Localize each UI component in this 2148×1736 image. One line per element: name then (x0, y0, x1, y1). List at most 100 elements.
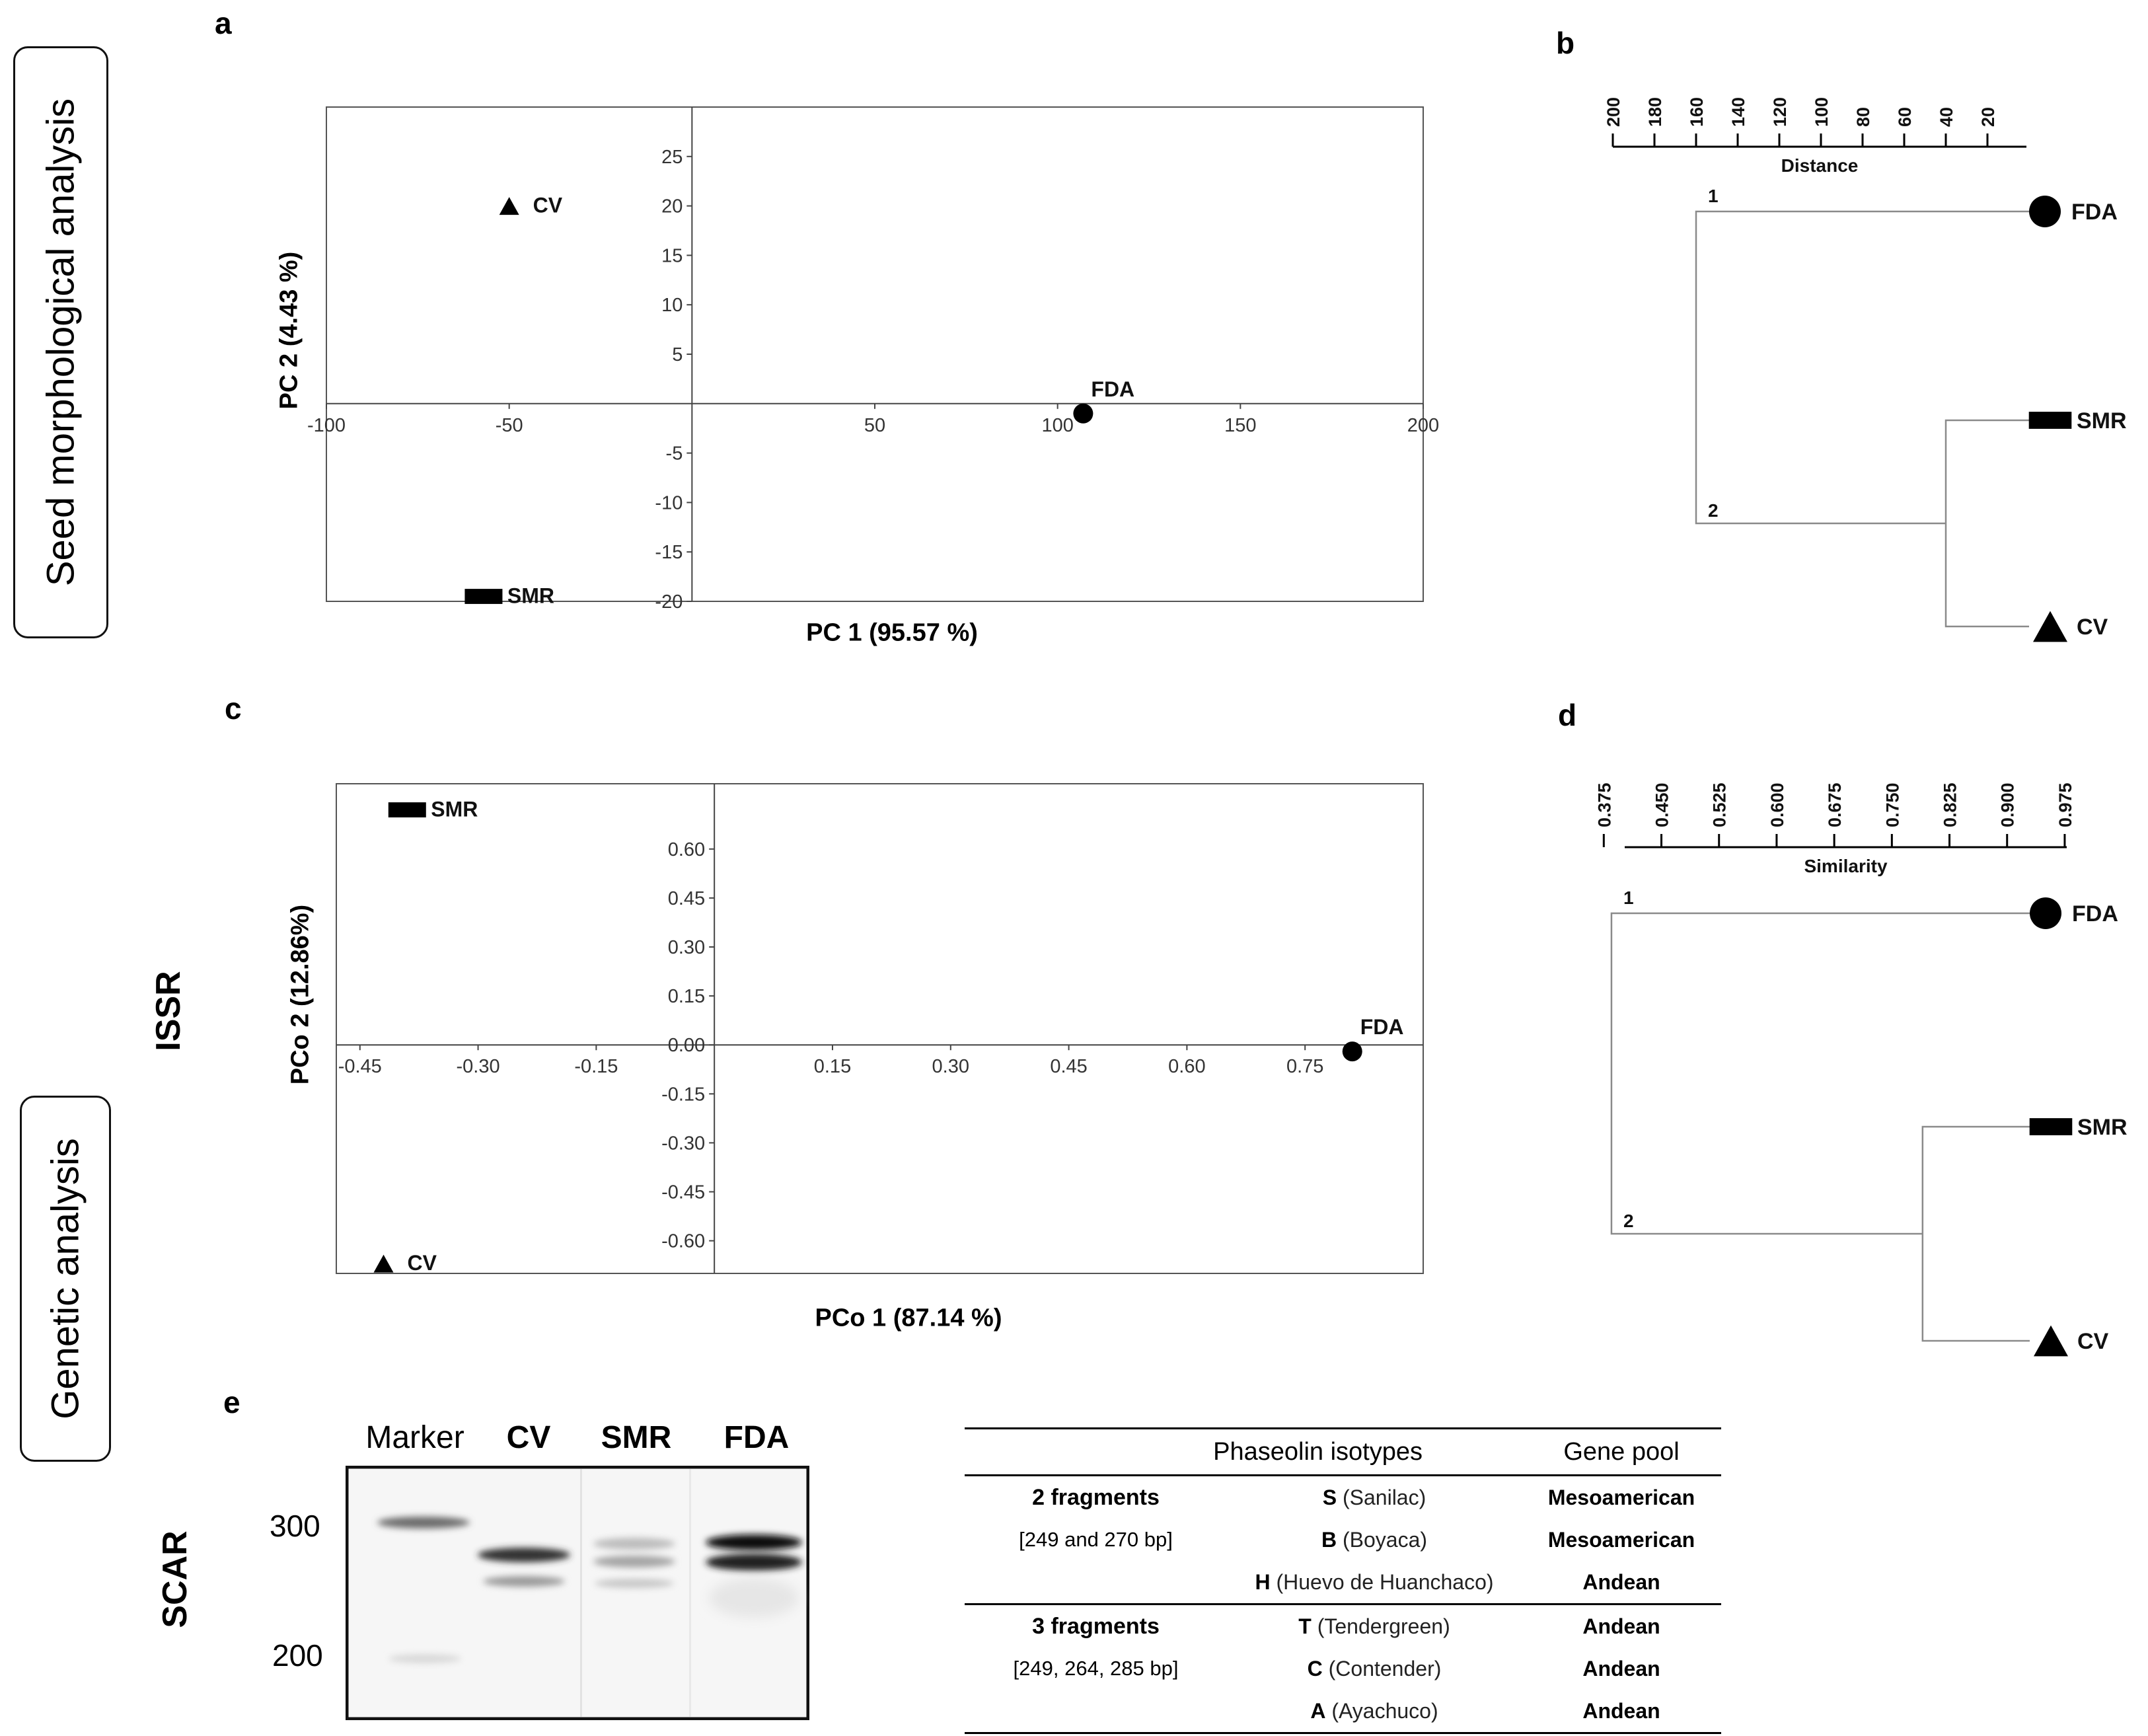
isotype-code: B (1321, 1527, 1337, 1552)
panel-letter-a: a (215, 6, 232, 40)
fragments-count: 2 fragments (1032, 1484, 1160, 1510)
panel-a-x-tick-label: 150 (1224, 415, 1256, 436)
isotype-cell: C (Contender) (1227, 1647, 1522, 1690)
panel-d-axis-tick-label: 0.450 (1652, 782, 1672, 827)
panel-d-leaf-marker-smr (2029, 1118, 2073, 1135)
panel-b-cluster-label-2: 2 (1708, 500, 1719, 521)
gel-size-200: 200 (272, 1638, 323, 1673)
panel-letter-e: e (223, 1385, 241, 1419)
panel-c-x-tick-label: 0.30 (932, 1056, 969, 1077)
panel-b-leaf-label-smr: SMR (2077, 408, 2127, 434)
panel-d-cluster-label-1: 1 (1623, 887, 1634, 908)
panel-c-y-tick-label: -0.30 (661, 1133, 705, 1154)
gene-pool: Andean (1582, 1656, 1660, 1680)
panel-d-leaf-marker-fda (2030, 897, 2061, 929)
isotype-name: (Ayachuco) (1331, 1698, 1438, 1723)
panel-a-x-tick-label: -100 (307, 415, 346, 436)
panel-c-point-label-smr: SMR (431, 798, 478, 821)
gene-pool: Mesoamerican (1547, 1485, 1695, 1509)
panel-c-point-smr (388, 802, 426, 817)
panel-a-point-cv (499, 197, 519, 215)
panel-a-x-tick-label: -50 (496, 415, 523, 436)
isotype-code: H (1255, 1569, 1271, 1594)
panel-b-leaf-label-cv: CV (2077, 615, 2108, 640)
panel-b-cluster-label-1: 1 (1708, 186, 1719, 206)
panel-a-x-tick-label: 50 (864, 415, 885, 436)
isotype-name: (Contender) (1328, 1656, 1442, 1680)
panel-d-branch-root (1610, 912, 2030, 1235)
isotype-name: (Huevo de Huanchaco) (1276, 1569, 1494, 1594)
gene-pool: Andean (1522, 1603, 1721, 1647)
panel-c-x-tick-label: 0.75 (1286, 1056, 1323, 1077)
panel-d-leaf-label-cv: CV (2077, 1329, 2109, 1354)
panel-c-y-tick-label: 0.45 (668, 888, 705, 909)
panel-a-x-tick-label: 100 (1041, 415, 1073, 436)
panel-a-y-tick-label: 15 (661, 245, 683, 266)
panel-d-axis-tick-label: 0.900 (1998, 782, 2018, 827)
isotype-cell: H (Huevo de Huanchaco) (1227, 1561, 1522, 1604)
table-row: [249, 264, 285 bp] C (Contender) Andean (965, 1647, 1721, 1690)
isotype-name: (Tendergreen) (1317, 1614, 1450, 1638)
gel-band-smr-2 (593, 1556, 675, 1567)
gel-marker-label: Marker (365, 1420, 464, 1455)
gel-band-cv-1 (478, 1548, 570, 1562)
isotype-cell: S (Sanilac) (1227, 1476, 1522, 1519)
panel-d-axis-tick-label: 0.675 (1825, 782, 1845, 827)
gel-lane-label-smr: SMR (601, 1420, 672, 1455)
panel-d-axis-tick-label: 0.375 (1594, 782, 1614, 827)
panel-c-point-fda (1342, 1041, 1362, 1062)
panel-d-axis-tick-label: 0.975 (2055, 782, 2075, 827)
isotype-code: A (1310, 1698, 1326, 1723)
panel-d-axis-tick-label: 0.750 (1882, 782, 1902, 827)
panel-a-point-fda (1073, 403, 1093, 424)
panel-c-xlabel: PCo 1 (87.14 %) (815, 1304, 1002, 1332)
panel-a-y-tick-label: -20 (655, 591, 683, 613)
panel-c-y-tick-label: 0.15 (668, 986, 705, 1007)
panel-c-y-tick-label: 0.60 (668, 839, 705, 860)
panel-letter-b: b (1556, 26, 1575, 60)
panel-a-frame (326, 106, 1424, 602)
panel-b-axis-tick-label: 180 (1645, 97, 1665, 127)
isotype-code: S (1322, 1485, 1337, 1509)
panel-b-axis-tick-label: 80 (1853, 107, 1873, 127)
panel-b-axis-tick-label: 200 (1604, 97, 1623, 127)
panel-a-point-label-cv: CV (533, 194, 563, 217)
panel-c-x-tick-label: -0.15 (574, 1056, 618, 1077)
panel-b-leaf-marker-cv (2033, 611, 2067, 642)
gel-image (346, 1466, 809, 1720)
gel-size-300: 300 (270, 1509, 320, 1543)
panel-d-axis-tick-label: 0.825 (1941, 782, 1960, 827)
header-gene-pool: Gene pool (1522, 1427, 1721, 1476)
panel-c-point-label-fda: FDA (1360, 1015, 1404, 1039)
gene-pool: Andean (1522, 1690, 1721, 1734)
panel-d-axis-tick-label: 0.600 (1767, 782, 1787, 827)
panel-c-x-tick-label: 0.45 (1050, 1056, 1087, 1077)
gel-band-fda-2 (706, 1554, 802, 1571)
gene-pool: Mesoamerican (1547, 1527, 1695, 1552)
panel-d-axis-title: Similarity (1804, 856, 1887, 876)
panel-b-axis-tick-label: 160 (1687, 97, 1707, 127)
panel-b-leaf-marker-fda (2029, 196, 2061, 227)
section-genetic: Genetic analysis (20, 1096, 111, 1462)
panel-b-leaf-marker-smr (2028, 412, 2072, 429)
panel-c-point-label-cv: CV (408, 1251, 437, 1275)
isotype-cell: A (Ayachuco) (1227, 1690, 1522, 1734)
isotype-name: (Boyaca) (1342, 1527, 1428, 1552)
panel-b-branch-root (1695, 210, 2029, 525)
panel-b-axis-tick-label: 20 (1978, 107, 1998, 127)
panel-a-point-smr (464, 589, 503, 604)
panel-c-y-tick-label: 0.00 (668, 1035, 705, 1056)
gel-band-marker-300 (377, 1517, 470, 1528)
fragments-count: 3 fragments (965, 1603, 1227, 1647)
fragment-sizes: [249 and 270 bp] (1019, 1528, 1173, 1551)
table-row: 3 fragments T (Tendergreen) Andean (965, 1603, 1721, 1647)
table-row: [249 and 270 bp] B (Boyaca) Mesoamerican (965, 1519, 1721, 1561)
table-header-row: Phaseolin isotypes Gene pool (965, 1427, 1721, 1476)
gel-band-smr-1 (593, 1538, 675, 1550)
table-row: H (Huevo de Huanchaco) Andean (965, 1561, 1721, 1604)
panel-c-y-tick-label: -0.60 (661, 1231, 705, 1252)
panel-b-axis-tick-label: 100 (1812, 97, 1832, 127)
gel-lane-label-cv: CV (506, 1420, 551, 1455)
gene-pool: Andean (1582, 1569, 1660, 1594)
panel-letter-d: d (1558, 698, 1577, 732)
